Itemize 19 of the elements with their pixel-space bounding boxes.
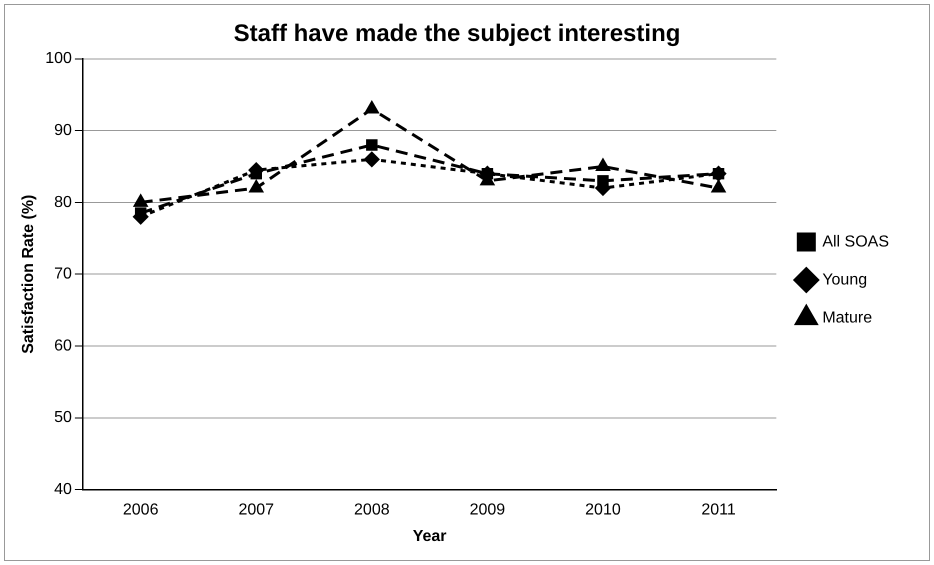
x-tick-label: 2011 xyxy=(701,502,736,519)
x-tick-label: 2007 xyxy=(238,502,274,519)
x-tick-label: 2008 xyxy=(354,502,390,519)
y-axis-title: Satisfaction Rate (%) xyxy=(20,194,38,354)
y-tick-label: 60 xyxy=(54,337,72,354)
legend-label: Young xyxy=(822,271,868,288)
x-axis-title: Year xyxy=(412,528,447,545)
y-tick-label: 40 xyxy=(54,481,72,498)
chart-title: Staff have made the subject interesting xyxy=(234,20,680,48)
x-tick-label: 2006 xyxy=(122,502,159,519)
x-tick-label: 2009 xyxy=(470,502,506,519)
y-tick-label: 100 xyxy=(45,50,72,68)
y-tick-label: 90 xyxy=(54,122,72,140)
y-tick-label: 50 xyxy=(54,409,72,426)
y-tick-label: 70 xyxy=(54,266,72,283)
y-tick-label: 80 xyxy=(54,194,72,211)
legend-label: All SOAS xyxy=(822,233,889,250)
x-tick-label: 2010 xyxy=(585,502,621,519)
legend-label: Mature xyxy=(822,309,872,326)
